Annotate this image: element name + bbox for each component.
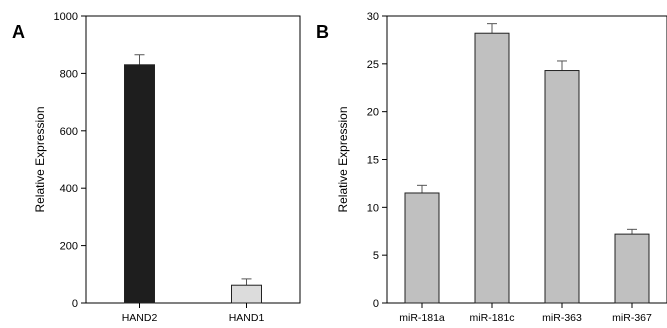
- panel-a-y-tick-label: 0: [72, 298, 78, 310]
- panel-b-category-label: miR-367: [612, 312, 652, 324]
- panel-a-bar-hand1: [231, 284, 262, 304]
- panel-b-letter: B: [316, 22, 329, 42]
- panel-a-y-tick-label: 400: [60, 183, 78, 195]
- panel-a-y-tick-label: 600: [60, 126, 78, 138]
- panel-b-bar-mir-181a: [404, 192, 440, 304]
- panel-b-y-tick-label: 5: [373, 250, 379, 262]
- panel-b-y-tick-label: 10: [367, 202, 379, 214]
- panel-b-bar-mir-367: [614, 233, 650, 304]
- panel-b-y-tick-label: 0: [373, 298, 379, 310]
- panel-a-y-tick-label: 1000: [54, 11, 78, 23]
- panel-b-y-tick-label: 15: [367, 155, 379, 167]
- panel-b-category-label: miR-181a: [399, 312, 445, 324]
- panel-a-bar-hand2: [124, 64, 155, 304]
- panel-b-chart: B 0 5 10 15 20 25 30 Relative Expression miR-181a…: [316, 11, 667, 324]
- panel-b-y-axis-title: Relative Expression: [336, 106, 350, 212]
- panel-a-y-axis-title: Relative Expression: [33, 106, 47, 212]
- panel-a-category-label: HAND2: [122, 312, 158, 324]
- panel-b-y-tick-label: 30: [367, 11, 379, 23]
- panel-b-y-tick-label: 25: [367, 59, 379, 71]
- panel-a-category-label: HAND1: [229, 312, 265, 324]
- panel-b-y-tick-label: 20: [367, 107, 379, 119]
- panel-b-bar-mir-181c: [474, 32, 510, 304]
- panel-a-letter: A: [12, 22, 25, 42]
- panel-b-bar-mir-363: [544, 70, 580, 304]
- panel-a-y-tick-label: 800: [60, 68, 78, 80]
- panel-a-y-tick-label: 200: [60, 241, 78, 253]
- panel-a-plot-frame: [85, 15, 301, 304]
- panel-b-category-label: miR-181c: [470, 312, 515, 324]
- panel-b-category-label: miR-363: [542, 312, 582, 324]
- panel-a-chart: A 0 200 400 600 800 1000 Relative Expression HAN…: [12, 11, 301, 324]
